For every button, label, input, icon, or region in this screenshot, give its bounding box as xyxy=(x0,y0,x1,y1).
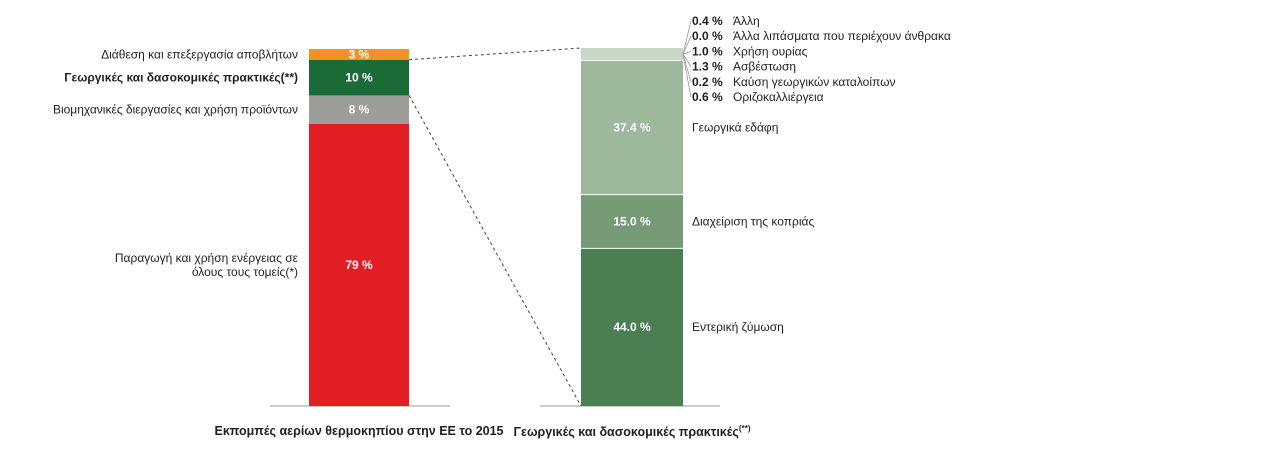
label-right-7: Άλλα λιπάσματα που περιέχουν άνθρακα xyxy=(733,29,951,43)
pct-right-4: 0.2 % xyxy=(692,75,723,89)
label-right-6: Χρήση ουρίας xyxy=(733,44,808,58)
label-right-3: Οριζοκαλλιέργεια xyxy=(733,90,824,104)
label-left-2-0: Γεωργικές και δασοκομικές πρακτικές(**) xyxy=(64,71,298,85)
segment-right-4 xyxy=(581,58,683,59)
title-right: Γεωργικές και δασοκομικές πρακτικές(**) xyxy=(514,424,751,439)
pct-right-6: 1.0 % xyxy=(692,44,723,58)
value-right-2: 37.4 % xyxy=(613,121,651,135)
label-right-5: Ασβέστωση xyxy=(733,60,796,74)
connector-bottom xyxy=(409,95,581,406)
pct-right-3: 0.6 % xyxy=(692,90,723,104)
value-left-1: 8 % xyxy=(349,103,370,117)
segment-right-5 xyxy=(581,53,683,58)
leader-right-8 xyxy=(683,21,691,54)
label-left-0-1: όλους τους τομείς(*) xyxy=(192,265,298,279)
pct-right-7: 0.0 % xyxy=(692,29,723,43)
title-left: Εκπομπές αερίων θερμοκηπίου στην ΕΕ το 2… xyxy=(214,424,503,438)
pct-right-8: 0.4 % xyxy=(692,14,723,28)
segment-right-6 xyxy=(581,49,683,53)
value-left-3: 3 % xyxy=(349,47,370,61)
label-left-1-0: Βιομηχανικές διεργασίες και χρήση προϊόν… xyxy=(53,103,298,117)
label-left-3-0: Διάθεση και επεξεργασία αποβλήτων xyxy=(101,47,298,61)
label-right-1: Διαχείριση της κοπριάς xyxy=(692,214,814,228)
label-right-2: Γεωργικά εδάφη xyxy=(692,121,778,135)
label-right-0: Εντερική ζύμωση xyxy=(692,320,784,334)
label-right-8: Άλλη xyxy=(733,14,760,28)
connector-top xyxy=(409,48,581,60)
label-left-0-0: Παραγωγή και χρήση ενέργειας σε xyxy=(115,251,299,265)
value-left-2: 10 % xyxy=(345,71,373,85)
value-left-0: 79 % xyxy=(345,258,373,272)
value-right-0: 44.0 % xyxy=(613,320,651,334)
label-right-4: Καύση γεωργικών καταλοίπων xyxy=(733,75,895,89)
pct-right-5: 1.3 % xyxy=(692,60,723,74)
value-right-1: 15.0 % xyxy=(613,214,651,228)
segment-right-8 xyxy=(581,48,683,49)
